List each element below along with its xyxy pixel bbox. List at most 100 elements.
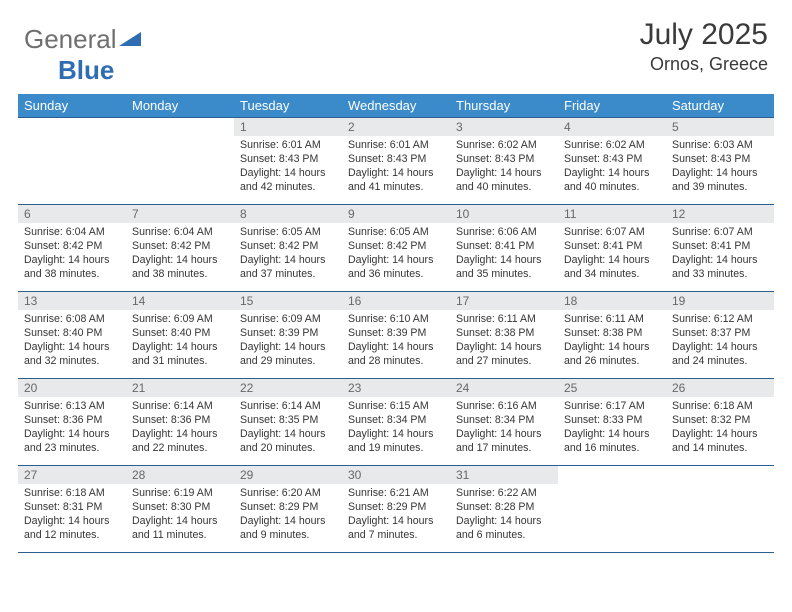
daylight-text: Daylight: 14 hours and 16 minutes.	[564, 428, 660, 456]
calendar-cell: 23Sunrise: 6:15 AMSunset: 8:34 PMDayligh…	[342, 379, 450, 466]
daylight-text: Daylight: 14 hours and 7 minutes.	[348, 515, 444, 543]
sunset-text: Sunset: 8:39 PM	[348, 327, 444, 341]
day-number: 17	[450, 292, 558, 310]
day-details: Sunrise: 6:07 AMSunset: 8:41 PMDaylight:…	[666, 223, 774, 286]
sunrise-text: Sunrise: 6:06 AM	[456, 226, 552, 240]
sunrise-text: Sunrise: 6:02 AM	[456, 139, 552, 153]
sunrise-text: Sunrise: 6:04 AM	[132, 226, 228, 240]
calendar-cell: 26Sunrise: 6:18 AMSunset: 8:32 PMDayligh…	[666, 379, 774, 466]
sunset-text: Sunset: 8:42 PM	[240, 240, 336, 254]
calendar-body: 1Sunrise: 6:01 AMSunset: 8:43 PMDaylight…	[18, 118, 774, 553]
daylight-text: Daylight: 14 hours and 26 minutes.	[564, 341, 660, 369]
calendar-row: 1Sunrise: 6:01 AMSunset: 8:43 PMDaylight…	[18, 118, 774, 205]
day-number: 16	[342, 292, 450, 310]
sunset-text: Sunset: 8:40 PM	[24, 327, 120, 341]
sunrise-text: Sunrise: 6:01 AM	[348, 139, 444, 153]
day-number: 31	[450, 466, 558, 484]
calendar-row: 13Sunrise: 6:08 AMSunset: 8:40 PMDayligh…	[18, 292, 774, 379]
sunrise-text: Sunrise: 6:13 AM	[24, 400, 120, 414]
calendar-cell: 4Sunrise: 6:02 AMSunset: 8:43 PMDaylight…	[558, 118, 666, 205]
weekday-header: Saturday	[666, 94, 774, 118]
calendar-cell-empty	[666, 466, 774, 553]
day-number: 8	[234, 205, 342, 223]
calendar-cell: 1Sunrise: 6:01 AMSunset: 8:43 PMDaylight…	[234, 118, 342, 205]
weekday-header-row: SundayMondayTuesdayWednesdayThursdayFrid…	[18, 94, 774, 118]
sunset-text: Sunset: 8:43 PM	[456, 153, 552, 167]
sunrise-text: Sunrise: 6:15 AM	[348, 400, 444, 414]
day-details: Sunrise: 6:02 AMSunset: 8:43 PMDaylight:…	[558, 136, 666, 199]
logo-triangle-icon	[119, 22, 141, 53]
daylight-text: Daylight: 14 hours and 27 minutes.	[456, 341, 552, 369]
calendar-cell: 8Sunrise: 6:05 AMSunset: 8:42 PMDaylight…	[234, 205, 342, 292]
sunset-text: Sunset: 8:30 PM	[132, 501, 228, 515]
sunrise-text: Sunrise: 6:21 AM	[348, 487, 444, 501]
day-number: 25	[558, 379, 666, 397]
day-number: 23	[342, 379, 450, 397]
sunrise-text: Sunrise: 6:14 AM	[240, 400, 336, 414]
day-details: Sunrise: 6:12 AMSunset: 8:37 PMDaylight:…	[666, 310, 774, 373]
day-details: Sunrise: 6:18 AMSunset: 8:32 PMDaylight:…	[666, 397, 774, 460]
daylight-text: Daylight: 14 hours and 11 minutes.	[132, 515, 228, 543]
daylight-text: Daylight: 14 hours and 29 minutes.	[240, 341, 336, 369]
sunrise-text: Sunrise: 6:03 AM	[672, 139, 768, 153]
sunrise-text: Sunrise: 6:07 AM	[564, 226, 660, 240]
day-number: 26	[666, 379, 774, 397]
calendar-cell: 19Sunrise: 6:12 AMSunset: 8:37 PMDayligh…	[666, 292, 774, 379]
daylight-text: Daylight: 14 hours and 19 minutes.	[348, 428, 444, 456]
sunrise-text: Sunrise: 6:18 AM	[24, 487, 120, 501]
sunset-text: Sunset: 8:41 PM	[672, 240, 768, 254]
weekday-header: Monday	[126, 94, 234, 118]
day-details: Sunrise: 6:15 AMSunset: 8:34 PMDaylight:…	[342, 397, 450, 460]
day-details: Sunrise: 6:18 AMSunset: 8:31 PMDaylight:…	[18, 484, 126, 547]
calendar-cell: 24Sunrise: 6:16 AMSunset: 8:34 PMDayligh…	[450, 379, 558, 466]
calendar-cell: 2Sunrise: 6:01 AMSunset: 8:43 PMDaylight…	[342, 118, 450, 205]
calendar-cell: 11Sunrise: 6:07 AMSunset: 8:41 PMDayligh…	[558, 205, 666, 292]
day-details: Sunrise: 6:09 AMSunset: 8:39 PMDaylight:…	[234, 310, 342, 373]
day-number: 4	[558, 118, 666, 136]
day-details: Sunrise: 6:21 AMSunset: 8:29 PMDaylight:…	[342, 484, 450, 547]
daylight-text: Daylight: 14 hours and 12 minutes.	[24, 515, 120, 543]
calendar-cell: 7Sunrise: 6:04 AMSunset: 8:42 PMDaylight…	[126, 205, 234, 292]
day-details: Sunrise: 6:05 AMSunset: 8:42 PMDaylight:…	[342, 223, 450, 286]
day-details: Sunrise: 6:14 AMSunset: 8:36 PMDaylight:…	[126, 397, 234, 460]
sunrise-text: Sunrise: 6:04 AM	[24, 226, 120, 240]
sunset-text: Sunset: 8:40 PM	[132, 327, 228, 341]
daylight-text: Daylight: 14 hours and 32 minutes.	[24, 341, 120, 369]
day-number: 7	[126, 205, 234, 223]
day-number: 19	[666, 292, 774, 310]
sunset-text: Sunset: 8:29 PM	[240, 501, 336, 515]
title-block: July 2025 Ornos, Greece	[640, 18, 768, 75]
sunrise-text: Sunrise: 6:12 AM	[672, 313, 768, 327]
day-number: 18	[558, 292, 666, 310]
sunset-text: Sunset: 8:43 PM	[564, 153, 660, 167]
logo-text-blue: Blue	[58, 55, 114, 85]
sunset-text: Sunset: 8:42 PM	[348, 240, 444, 254]
sunrise-text: Sunrise: 6:14 AM	[132, 400, 228, 414]
calendar-cell-empty	[18, 118, 126, 205]
calendar-cell: 29Sunrise: 6:20 AMSunset: 8:29 PMDayligh…	[234, 466, 342, 553]
sunrise-text: Sunrise: 6:05 AM	[240, 226, 336, 240]
calendar-cell: 25Sunrise: 6:17 AMSunset: 8:33 PMDayligh…	[558, 379, 666, 466]
day-details: Sunrise: 6:11 AMSunset: 8:38 PMDaylight:…	[558, 310, 666, 373]
day-number: 21	[126, 379, 234, 397]
sunrise-text: Sunrise: 6:19 AM	[132, 487, 228, 501]
sunrise-text: Sunrise: 6:18 AM	[672, 400, 768, 414]
calendar-cell: 3Sunrise: 6:02 AMSunset: 8:43 PMDaylight…	[450, 118, 558, 205]
day-number: 9	[342, 205, 450, 223]
day-details: Sunrise: 6:04 AMSunset: 8:42 PMDaylight:…	[126, 223, 234, 286]
daylight-text: Daylight: 14 hours and 6 minutes.	[456, 515, 552, 543]
day-number: 15	[234, 292, 342, 310]
sunrise-text: Sunrise: 6:01 AM	[240, 139, 336, 153]
daylight-text: Daylight: 14 hours and 36 minutes.	[348, 254, 444, 282]
day-number: 12	[666, 205, 774, 223]
day-number: 2	[342, 118, 450, 136]
day-details: Sunrise: 6:05 AMSunset: 8:42 PMDaylight:…	[234, 223, 342, 286]
day-details: Sunrise: 6:01 AMSunset: 8:43 PMDaylight:…	[342, 136, 450, 199]
day-details: Sunrise: 6:16 AMSunset: 8:34 PMDaylight:…	[450, 397, 558, 460]
calendar-table: SundayMondayTuesdayWednesdayThursdayFrid…	[18, 94, 774, 553]
calendar-cell: 17Sunrise: 6:11 AMSunset: 8:38 PMDayligh…	[450, 292, 558, 379]
title-month: July 2025	[640, 18, 768, 52]
day-number: 30	[342, 466, 450, 484]
calendar-cell: 14Sunrise: 6:09 AMSunset: 8:40 PMDayligh…	[126, 292, 234, 379]
calendar-cell: 21Sunrise: 6:14 AMSunset: 8:36 PMDayligh…	[126, 379, 234, 466]
